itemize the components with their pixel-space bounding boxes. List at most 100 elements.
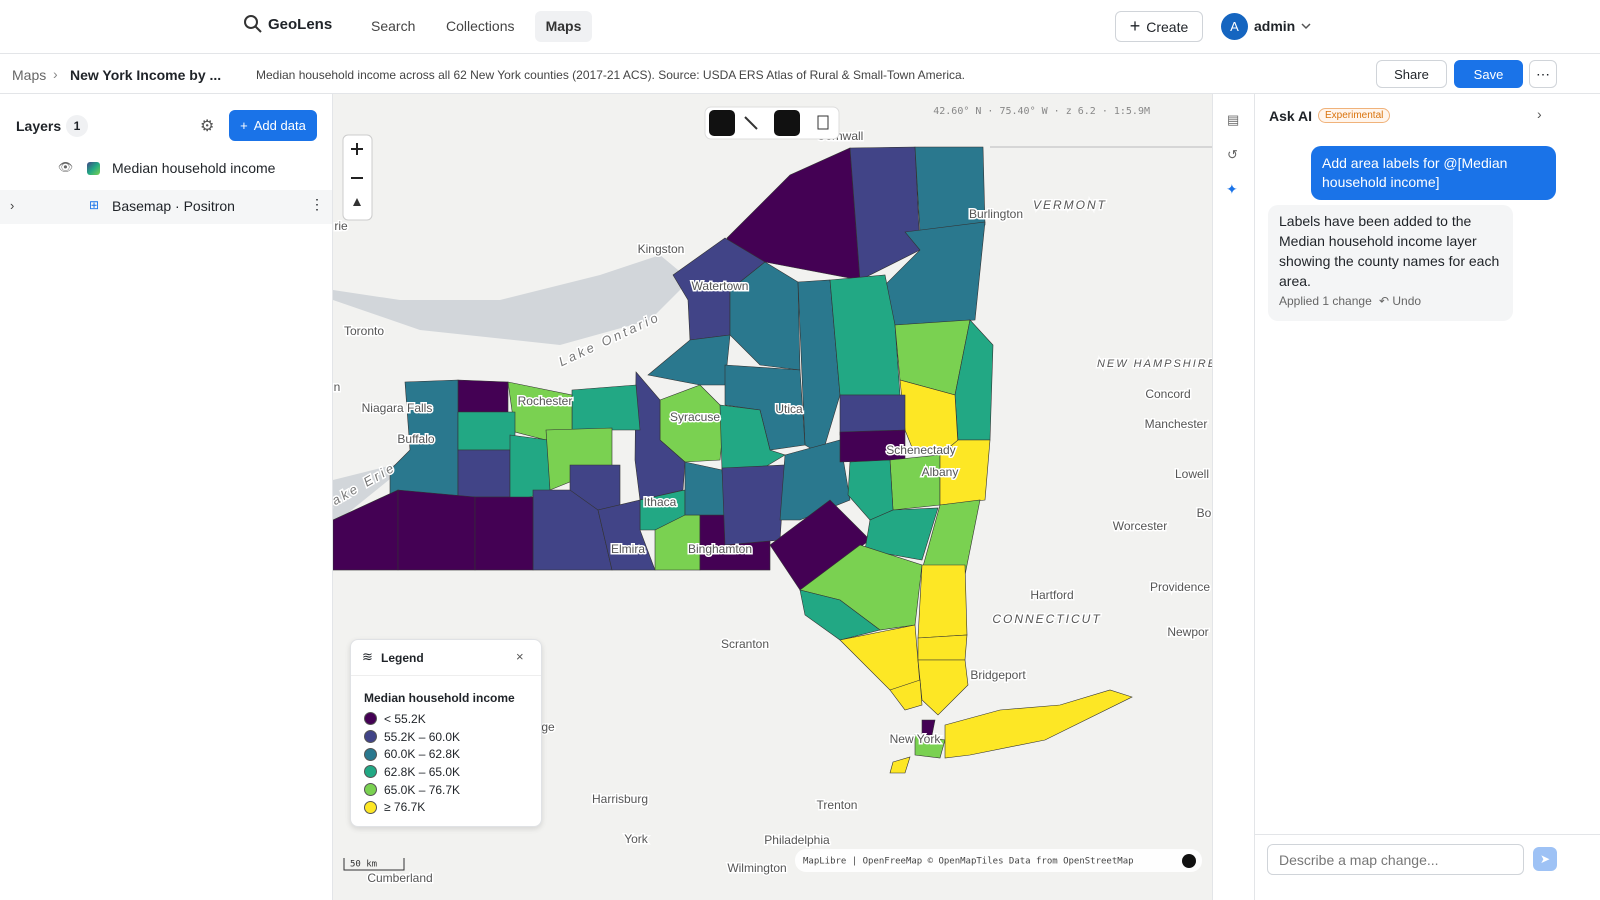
more-button[interactable]: ⋯ [1529, 60, 1557, 88]
save-label: Save [1473, 66, 1504, 82]
county[interactable] [457, 379, 509, 413]
place-label: Ithaca [644, 495, 677, 509]
legend-swatch [364, 783, 377, 797]
county[interactable] [829, 274, 901, 396]
legend-label: 60.0K – 62.8K [384, 747, 461, 762]
place-label: Hartford [1030, 588, 1073, 602]
legend: Legend ≋ × Median household income < 55.… [350, 639, 542, 827]
add-data-button[interactable]: + Add data [229, 110, 317, 141]
place-label: ge [541, 720, 555, 734]
county[interactable] [457, 411, 516, 451]
map-coordinates: 42.60° N · 75.40° W · z 6.2 · 1:5.9M [933, 106, 1150, 117]
ai-panel: Ask AI Experimental › Add area labels fo… [1255, 94, 1600, 900]
county[interactable] [864, 507, 939, 561]
avatar[interactable]: A [1221, 13, 1248, 40]
map-description: Median household income across all 62 Ne… [256, 68, 966, 82]
breadcrumb-root[interactable]: Maps [12, 67, 47, 83]
layer-menu[interactable]: ⋮ [310, 196, 324, 212]
legend-swatch [364, 712, 377, 726]
compass[interactable] [353, 198, 361, 206]
history-icon[interactable]: ↺ [1227, 147, 1238, 162]
place-label: VERMONT [1033, 198, 1107, 212]
nav-search[interactable]: Search [371, 18, 416, 34]
expand-icon[interactable]: › [10, 198, 15, 213]
county[interactable] [397, 489, 476, 571]
legend-label: 65.0K – 76.7K [384, 782, 461, 797]
pan-tool[interactable] [709, 110, 735, 136]
county[interactable] [474, 496, 534, 571]
county[interactable] [799, 589, 881, 641]
legend-close[interactable]: × [516, 649, 524, 664]
county[interactable] [889, 454, 941, 511]
legend-title: Legend [381, 651, 424, 665]
county[interactable] [684, 461, 726, 516]
place-label: York [624, 832, 649, 846]
place-label: Rochester [518, 394, 573, 408]
user-name[interactable]: admin [1254, 18, 1296, 34]
share-button[interactable]: Share [1376, 60, 1447, 88]
county[interactable] [914, 734, 946, 759]
county[interactable] [647, 334, 731, 386]
chat-input[interactable]: Describe a map change... [1267, 844, 1524, 875]
nav-maps[interactable]: Maps [535, 11, 592, 42]
ai-icon[interactable]: ✦ [1226, 181, 1238, 197]
place-label: Albany [922, 465, 959, 479]
county[interactable] [917, 564, 968, 639]
county[interactable] [944, 689, 1133, 759]
divider [1255, 834, 1600, 835]
place-label: CONNECTICUT [992, 612, 1101, 626]
ai-reply: Labels have been added to the Median hou… [1268, 205, 1513, 321]
county[interactable] [917, 634, 968, 661]
layer-icon: ⊞ [89, 198, 100, 212]
place-label: rie [334, 219, 348, 233]
zoom-in[interactable] [351, 143, 363, 155]
export-tool[interactable] [817, 115, 829, 130]
reply-text: Labels have been added to the Median hou… [1279, 213, 1500, 289]
nav-collections[interactable]: Collections [446, 18, 515, 34]
send-button[interactable]: ➤ [1533, 847, 1557, 871]
layers-panel: Layers 1 ⚙ + Add data 👁 Median household … [0, 94, 333, 900]
place-label: Philadelphia [764, 833, 830, 847]
layer-row[interactable]: 👁 Median household income [0, 151, 332, 185]
legend-swatch [364, 800, 377, 814]
info-icon[interactable] [1182, 854, 1196, 868]
place-label: n [334, 380, 341, 394]
county[interactable] [797, 279, 841, 456]
attribution[interactable]: MapLibre | OpenFreeMap © OpenMapTiles Da… [803, 857, 1134, 867]
county[interactable] [839, 394, 906, 436]
save-button[interactable]: Save [1454, 60, 1523, 88]
tool-bar [704, 106, 840, 140]
map-tools [704, 106, 840, 140]
place-label: NEW HAMPSHIRE [1097, 358, 1212, 370]
layer-count: 1 [66, 115, 88, 137]
county[interactable] [571, 384, 641, 431]
place-label: Bridgeport [970, 668, 1026, 682]
details-icon[interactable]: ▤ [1227, 112, 1240, 127]
county[interactable] [921, 719, 936, 736]
collapse-icon[interactable]: › [1537, 106, 1542, 122]
county[interactable] [634, 371, 686, 501]
county[interactable] [597, 499, 656, 571]
undo-button[interactable]: ↶ Undo [1379, 294, 1422, 308]
layers-tool[interactable] [774, 110, 800, 136]
place-label: Utica [775, 402, 803, 416]
scale-label: 50 km [350, 860, 377, 870]
county[interactable] [721, 464, 786, 546]
settings-icon[interactable]: ⚙ [200, 118, 215, 135]
place-label: Elmira [611, 542, 645, 556]
place-label: Trenton [817, 798, 858, 812]
county[interactable] [914, 146, 986, 233]
place-label: Newpor [1167, 625, 1208, 639]
create-label: Create [1146, 18, 1189, 35]
place-label: Niagara Falls [362, 401, 433, 415]
logo[interactable]: GeoLens [268, 16, 333, 33]
layer-row[interactable]: › ⊞ Basemap · Positron ⋮ [0, 190, 332, 224]
visibility-icon[interactable]: 👁 [58, 160, 74, 174]
plus-icon: + [240, 118, 248, 133]
create-button[interactable]: + Create [1115, 11, 1203, 42]
county[interactable] [889, 756, 911, 774]
county[interactable] [889, 679, 923, 711]
plus-icon: + [1129, 16, 1141, 36]
measure-tool[interactable] [744, 116, 758, 130]
county[interactable] [457, 449, 511, 498]
